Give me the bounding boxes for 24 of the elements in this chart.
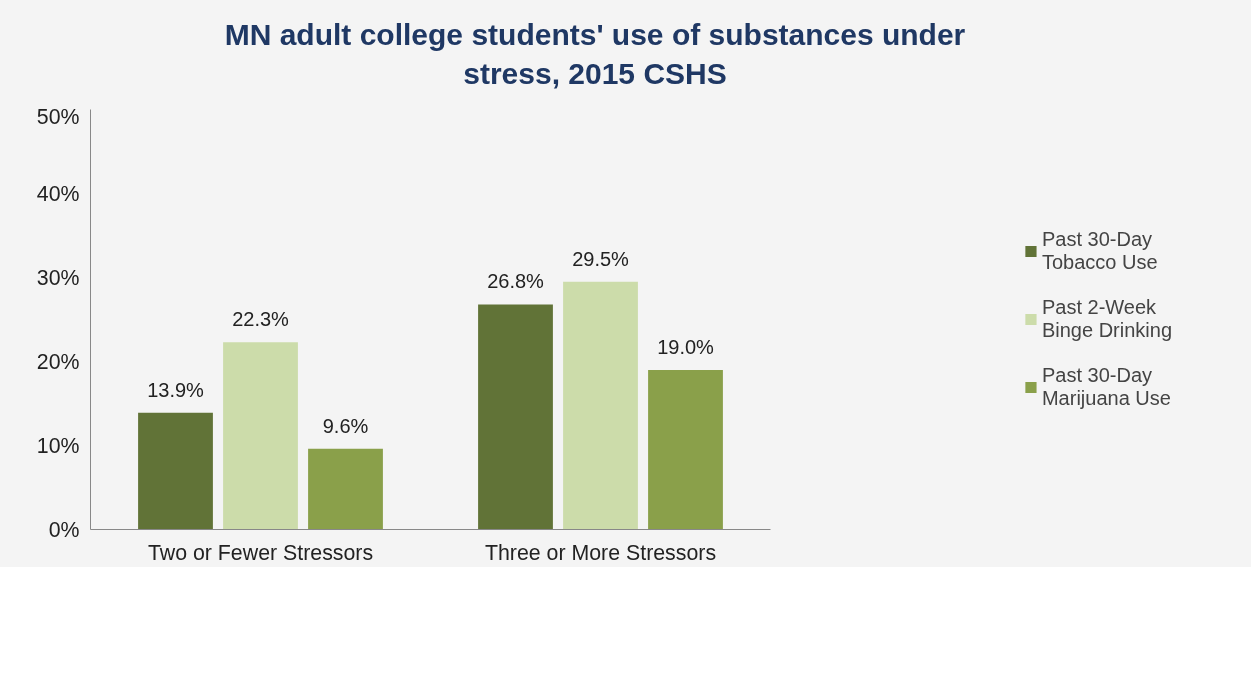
data-label: 29.5% — [572, 247, 630, 270]
bar — [223, 342, 298, 530]
x-tick-label: Two or Fewer Stressors — [147, 540, 374, 565]
y-tick-label: 40% — [36, 181, 80, 206]
y-tick-label: 30% — [36, 265, 80, 290]
data-label: 19.0% — [657, 335, 715, 358]
y-tick-label: 50% — [36, 104, 80, 129]
y-tick-label: 10% — [36, 433, 80, 458]
bar — [648, 369, 723, 530]
y-tick-label: 20% — [36, 349, 80, 374]
legend-label: Past 2-Week Binge Drinking — [1041, 296, 1173, 342]
y-tick-label: 0% — [48, 517, 80, 542]
legend-label: Past 30-Day Marijuana Use — [1041, 364, 1171, 410]
data-label: 9.6% — [322, 414, 369, 437]
x-tick-label: Three or More Stressors — [484, 540, 717, 565]
legend-label: Past 30-Day Tobacco Use — [1041, 228, 1158, 274]
data-label: 22.3% — [232, 308, 290, 331]
bar — [563, 281, 638, 530]
data-label: 26.8% — [487, 270, 545, 293]
bar — [308, 448, 383, 530]
bar — [478, 304, 553, 530]
chart-title: MN adult college students' use of substances under stress, 2015 CSHS — [224, 17, 966, 92]
bar — [138, 412, 213, 530]
data-label: 13.9% — [147, 378, 205, 401]
